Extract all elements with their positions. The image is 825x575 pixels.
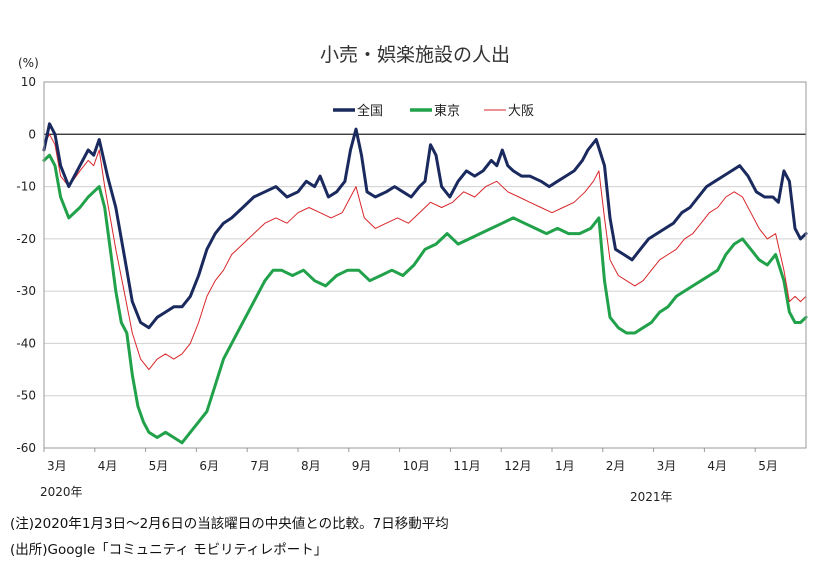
footnote-note: (注)2020年1月3日～2月6日の当該曜日の中央値との比較。7日移動平均 [10, 516, 449, 532]
x-tick-label: 2月 [606, 459, 626, 473]
series-line-national [42, 122, 808, 330]
gridlines [44, 81, 806, 449]
legend-label: 全国 [357, 103, 383, 119]
chart-title: 小売・娯楽施設の人出 [320, 44, 510, 66]
x-tick-label: 3月 [47, 459, 67, 473]
y-tick-label: 10 [21, 75, 36, 89]
x-tick-label: 5月 [149, 459, 169, 473]
x-tick-label: 9月 [352, 459, 372, 473]
chart-area: 小売・娯楽施設の人出 (%) 10 0 -10 -20 -30 -40 -50 -60 3月 4… [16, 44, 808, 504]
y-tick-label: -10 [16, 180, 36, 194]
x-tick-label: 6月 [199, 459, 219, 473]
y-tick-label: -60 [16, 441, 36, 455]
series-line-tokyo [42, 153, 808, 445]
y-tick-label: -20 [16, 232, 36, 246]
year-label-2021: 2021年 [630, 490, 673, 504]
y-tick-label: -30 [16, 284, 36, 298]
y-axis-unit: (%) [18, 56, 39, 70]
x-tick-label: 4月 [98, 459, 118, 473]
series-lines [42, 122, 808, 445]
footnote-source: (出所)Google「コミュニティ モビリティレポート」 [10, 542, 328, 558]
y-tick-label: -50 [16, 389, 36, 403]
y-tick-labels: 10 0 -10 -20 -30 -40 -50 -60 [16, 75, 36, 455]
x-tick-label: 12月 [504, 459, 531, 473]
plot-frame [43, 81, 807, 449]
legend-label: 東京 [434, 103, 460, 119]
x-tick-label: 11月 [453, 459, 480, 473]
series-line-osaka [43, 133, 807, 371]
legend-label: 大阪 [508, 104, 534, 119]
x-tick-label: 5月 [758, 459, 778, 473]
x-tick-label: 3月 [657, 459, 677, 473]
year-label-2020: 2020年 [40, 485, 83, 499]
x-tick-labels: 3月 4月 5月 6月 7月 8月 9月 10月 11月 12月 1月 2月 3月 4月 5月 [43, 448, 778, 473]
x-tick-label: 10月 [403, 459, 430, 473]
x-tick-label: 7月 [250, 459, 270, 473]
y-tick-label: 0 [28, 127, 36, 141]
x-tick-label: 8月 [301, 459, 321, 473]
x-tick-label: 4月 [707, 459, 727, 473]
legend: 全国 東京 大阪 [333, 103, 534, 119]
y-tick-label: -40 [16, 336, 36, 350]
x-tick-label: 1月 [555, 459, 575, 473]
